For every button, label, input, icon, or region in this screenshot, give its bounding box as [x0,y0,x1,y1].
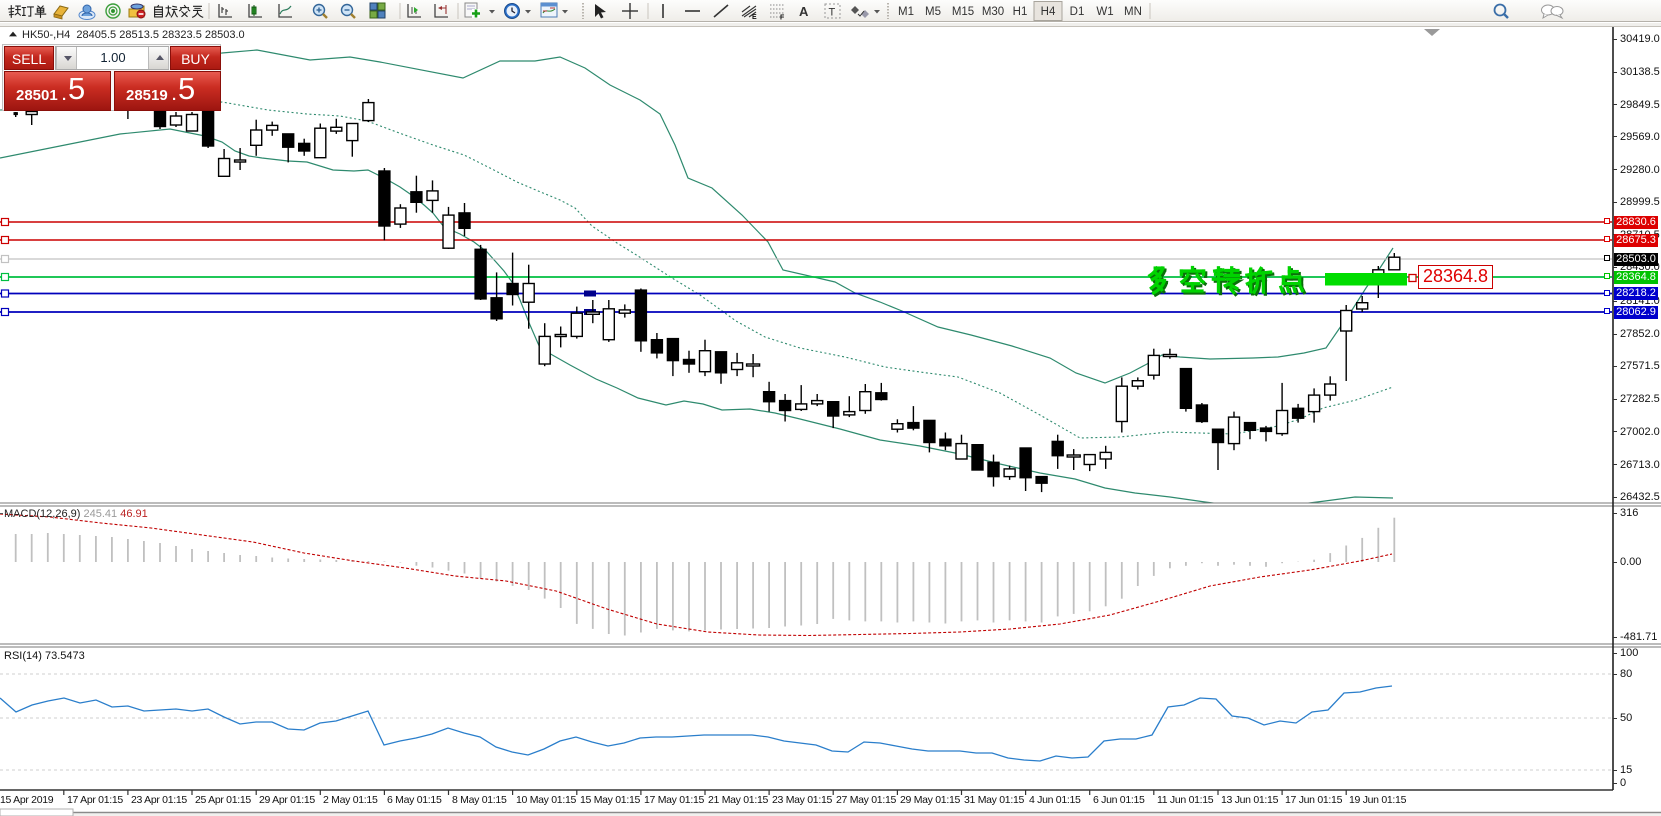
svg-text:M5: M5 [925,6,941,18]
svg-text:T: T [829,7,836,19]
svg-text:M1: M1 [898,6,914,18]
svg-text:D1: D1 [1070,6,1085,18]
svg-text:M30: M30 [982,6,1004,18]
svg-text:A: A [799,4,809,19]
svg-text:H1: H1 [1013,6,1028,18]
svg-text:MN: MN [1124,6,1142,18]
svg-text:H4: H4 [1041,6,1056,18]
svg-text:F: F [780,15,785,22]
svg-text:E: E [752,14,757,21]
svg-text:W1: W1 [1096,6,1113,18]
svg-text:M15: M15 [952,6,974,18]
